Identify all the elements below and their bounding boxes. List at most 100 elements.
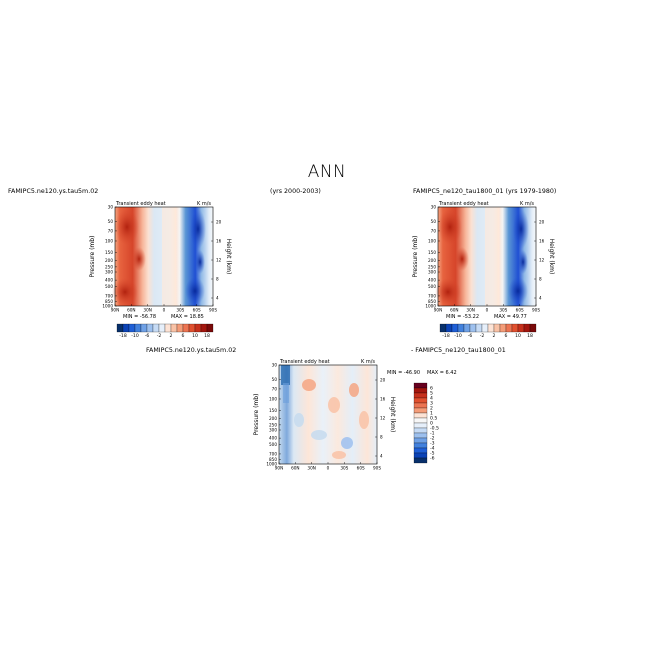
case-label-left: FAMIPC5.ne120.ys.tau5m.02 (8, 188, 98, 195)
y-tick-label: 300 (105, 269, 113, 274)
colorbar-swatch (487, 323, 495, 333)
colorbar-label: 2 (170, 333, 173, 339)
x-tick-label: 30N (466, 308, 474, 313)
y-tick-label: 500 (105, 284, 113, 289)
x-tick-label: 60N (127, 308, 135, 313)
x-tick-label: 90N (111, 308, 119, 313)
x-tick-label: 30S (499, 308, 507, 313)
x-tick-label: 90N (275, 466, 283, 471)
colorbar-swatch (413, 427, 428, 434)
stats-max: MAX = 49.77 (494, 314, 527, 320)
bottom-caption-right: - FAMIPC5_ne120_tau1800_01 (411, 347, 506, 354)
panel-top-left: Transient eddy heat K m/s3050701001502002… (89, 201, 232, 339)
stats-min: MIN = -53.22 (446, 314, 479, 320)
y-tick-label: 1000 (425, 303, 436, 308)
height-axis-label: Height (km) (389, 397, 396, 433)
cold-max-mid (518, 250, 528, 274)
warm-max-mid (132, 247, 146, 271)
colorbar-swatch (413, 447, 428, 454)
colorbar-swatch (116, 323, 124, 333)
colorbar-label: 10 (515, 333, 521, 339)
y-tick-label: 100 (105, 238, 113, 243)
y-tick-label: 200 (269, 416, 277, 421)
y-tick-label: 30 (108, 204, 114, 209)
colorbar-label: -2 (480, 333, 485, 339)
diff-anomaly-3 (311, 430, 327, 440)
colorbar-label: 10 (192, 333, 198, 339)
colorbar-label: 6 (182, 333, 185, 339)
colorbar-swatch (481, 323, 489, 333)
y-tick-label: 70 (431, 228, 437, 233)
cold-max-mid (195, 250, 205, 274)
colorbar-label: 6 (505, 333, 508, 339)
colorbar-label: -6 (430, 456, 435, 462)
y-tick-label: 50 (108, 219, 114, 224)
colorbar-swatch (413, 442, 428, 449)
colorbar-swatch (445, 323, 453, 333)
colorbar-label: 5 (430, 391, 433, 397)
height-tick-label: 16 (216, 238, 222, 243)
height-axis-label: Height (km) (548, 239, 555, 275)
y-tick-label: 250 (428, 264, 436, 269)
colorbar-label: -10 (454, 333, 462, 339)
colorbar-swatch (451, 323, 459, 333)
colorbar-swatch (194, 323, 202, 333)
colorbar-swatch (413, 437, 428, 444)
years-label-mid: (yrs 2000-2003) (270, 188, 321, 195)
colorbar-swatch (413, 397, 428, 404)
diff-anomaly-6 (294, 413, 304, 427)
colorbar-swatch (413, 392, 428, 399)
diff-cold-core (281, 365, 290, 385)
colorbar-swatch (469, 323, 477, 333)
colorbar-label: -0.5 (430, 426, 439, 432)
warm-max-upper (438, 209, 462, 245)
colorbar-swatch (475, 323, 483, 333)
colorbar-swatch (200, 323, 208, 333)
colorbar-label: -18 (442, 333, 450, 339)
warm-max-lower (112, 278, 138, 306)
colorbar-label: -1 (430, 431, 435, 437)
colorbar-label: -6 (145, 333, 150, 339)
x-tick-label: 90S (373, 466, 381, 471)
x-tick-label: 60S (357, 466, 365, 471)
y-axis-label: Pressure (mb) (412, 236, 419, 278)
x-tick-label: 60N (291, 466, 299, 471)
y-tick-label: 850 (105, 299, 113, 304)
colorbar-swatch (511, 323, 519, 333)
colorbar-label: 2 (493, 333, 496, 339)
y-tick-label: 250 (105, 264, 113, 269)
case-label-right: FAMIPC5_ne120_tau1800_01 (yrs 1979-1980) (413, 188, 556, 195)
y-tick-label: 200 (428, 258, 436, 263)
y-tick-label: 400 (428, 278, 436, 283)
colorbar-swatch (134, 323, 142, 333)
diff-anomaly-0 (302, 379, 316, 391)
y-tick-label: 850 (269, 457, 277, 462)
panel-subtitle-left: Transient eddy heat (115, 201, 166, 207)
x-tick-label: 30N (143, 308, 151, 313)
colorbar-label: 18 (204, 333, 210, 339)
colorbar-swatch (182, 323, 190, 333)
colorbar-swatch (499, 323, 507, 333)
y-tick-label: 1000 (266, 461, 277, 466)
panel-top-right: Transient eddy heat K m/s3050701001502002… (412, 201, 555, 339)
colorbar-swatch (188, 323, 196, 333)
colorbar-label: -5 (430, 451, 435, 457)
colorbar-label: -18 (119, 333, 127, 339)
stats-min: MIN = -46.90 (387, 370, 420, 376)
x-tick-label: 30S (340, 466, 348, 471)
height-tick-label: 4 (539, 295, 542, 300)
colorbar-swatch (439, 323, 447, 333)
y-tick-label: 50 (431, 219, 437, 224)
colorbar-swatch (413, 457, 428, 464)
colorbar-swatch (152, 323, 160, 333)
colorbar-label: -2 (430, 436, 435, 442)
y-tick-label: 150 (269, 408, 277, 413)
height-tick-label: 4 (216, 295, 219, 300)
y-tick-label: 850 (428, 299, 436, 304)
height-tick-label: 8 (380, 434, 383, 439)
height-tick-label: 20 (539, 219, 545, 224)
colorbar: -18 -10 -6 -2 2 6 10 18 (116, 323, 214, 339)
diff-anomaly-5 (359, 411, 369, 429)
colorbar-swatch (413, 417, 428, 424)
panel-units: K m/s (520, 201, 534, 207)
